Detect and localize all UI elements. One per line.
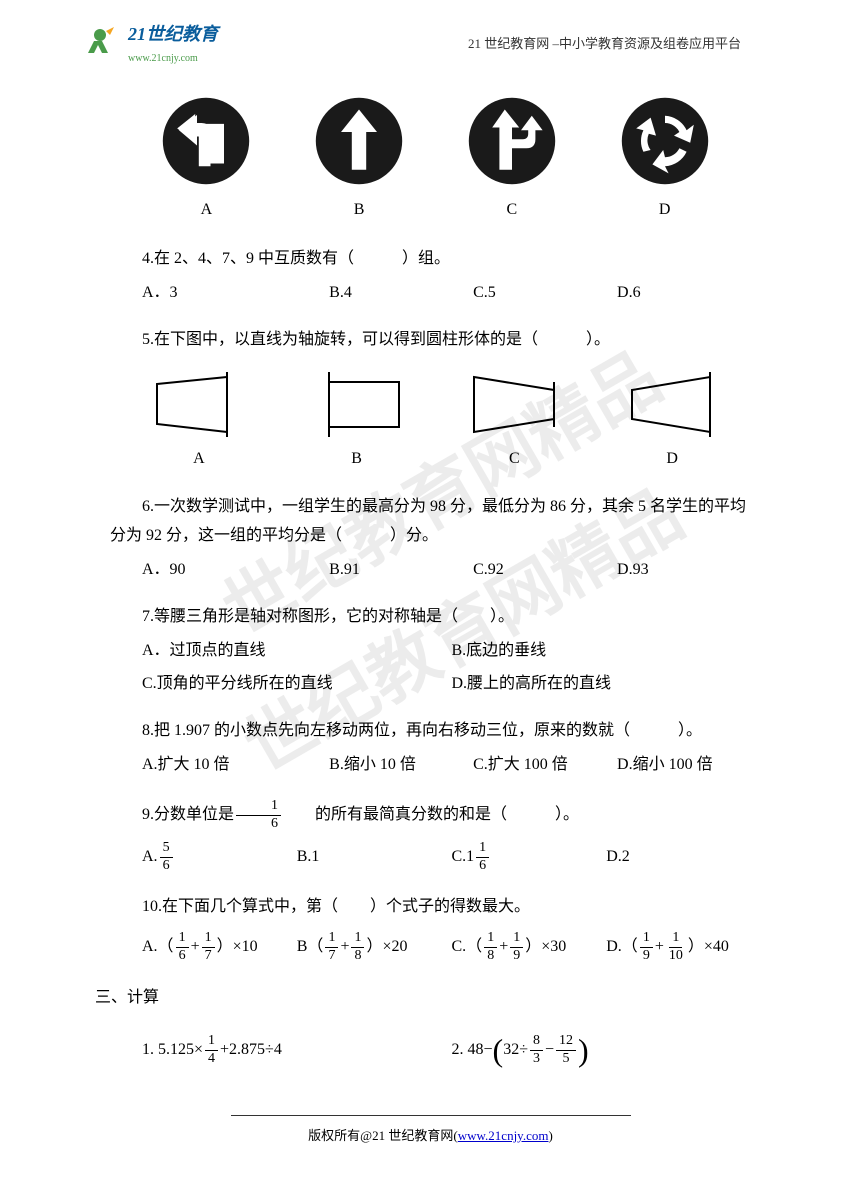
q6-text1: 6.一次数学测试中，一组学生的最高分为 98 分，最低分为 86 分，其余 5 … bbox=[110, 493, 761, 522]
q6-opt-c: C.92 bbox=[473, 556, 617, 585]
sign-label-c: C bbox=[467, 196, 557, 225]
q7-opt-a: A．过顶点的直线 bbox=[142, 637, 452, 666]
sign-labels: A B C D bbox=[110, 196, 761, 225]
calc-2: 2. 48− ( 32÷ 8 3 − 12 5 ) bbox=[452, 1033, 762, 1068]
shape-b bbox=[302, 370, 412, 440]
q10-opt-1: B（17 +18）×20 bbox=[297, 930, 452, 965]
page-header: 21世纪教育 www.21cnjy.com 21 世纪教育网 –中小学教育资源及… bbox=[0, 0, 861, 76]
q5-label-d: D bbox=[617, 445, 727, 474]
sign-a bbox=[161, 96, 251, 186]
sign-label-a: A bbox=[161, 196, 251, 225]
sign-c bbox=[467, 96, 557, 186]
sign-d bbox=[620, 96, 710, 186]
q6-opt-a: A．90 bbox=[142, 556, 329, 585]
q7-opt-d: D.腰上的高所在的直线 bbox=[452, 670, 762, 699]
logo-text-bottom: www.21cnjy.com bbox=[128, 50, 218, 68]
q7-opt-c: C.顶角的平分线所在的直线 bbox=[142, 670, 452, 699]
question-8: 8.把 1.907 的小数点先向左移动两位，再向右移动三位，原来的数就（ ）。 … bbox=[110, 717, 761, 780]
q10-opt-3: D.（19 + 110）×40 bbox=[606, 930, 761, 965]
q7-text: 7.等腰三角形是轴对称图形，它的对称轴是（ ）。 bbox=[110, 603, 761, 632]
q9-opt-c: C.1 1 6 bbox=[452, 840, 607, 875]
q8-opt-b: B.缩小 10 倍 bbox=[329, 751, 473, 780]
q6-text2: 分为 92 分，这一组的平均分是（ ）分。 bbox=[110, 522, 761, 551]
q9-opt-a: A. 5 6 bbox=[142, 840, 297, 875]
footer-post: ) bbox=[548, 1128, 552, 1143]
sign-b bbox=[314, 96, 404, 186]
question-4: 4.在 2、4、7、9 中互质数有（ ）组。 A．3 B.4 C.5 D.6 bbox=[110, 245, 761, 308]
q8-opt-c: C.扩大 100 倍 bbox=[473, 751, 617, 780]
question-7: 7.等腰三角形是轴对称图形，它的对称轴是（ ）。 A．过顶点的直线 B.底边的垂… bbox=[110, 603, 761, 699]
q8-opt-a: A.扩大 10 倍 bbox=[142, 751, 329, 780]
q5-label-b: B bbox=[302, 445, 412, 474]
q4-opt-b: B.4 bbox=[329, 279, 473, 308]
q4-opt-a: A．3 bbox=[142, 279, 329, 308]
q8-text: 8.把 1.907 的小数点先向左移动两位，再向右移动三位，原来的数就（ ）。 bbox=[110, 717, 761, 746]
q4-text: 4.在 2、4、7、9 中互质数有（ ）组。 bbox=[110, 245, 761, 274]
calc-1: 1. 5.125× 1 4 +2.875÷4 bbox=[142, 1033, 452, 1068]
logo: 21世纪教育 www.21cnjy.com bbox=[80, 18, 218, 68]
shape-c bbox=[459, 370, 569, 440]
logo-text-top: 21世纪教育 bbox=[128, 18, 218, 50]
q9-pre: 9.分数单位是 bbox=[110, 801, 234, 830]
q5-label-a: A bbox=[144, 445, 254, 474]
q8-opt-d: D.缩小 100 倍 bbox=[617, 751, 761, 780]
footer-pre: 版权所有@21 世纪教育网( bbox=[308, 1128, 458, 1143]
footer: 版权所有@21 世纪教育网(www.21cnjy.com) bbox=[0, 1115, 861, 1147]
q6-opt-d: D.93 bbox=[617, 556, 761, 585]
header-right-text: 21 世纪教育网 –中小学教育资源及组卷应用平台 bbox=[468, 32, 801, 55]
logo-icon bbox=[80, 23, 120, 63]
traffic-signs-row bbox=[110, 96, 761, 186]
q7-opt-b: B.底边的垂线 bbox=[452, 637, 762, 666]
calc-row: 1. 5.125× 1 4 +2.875÷4 2. 48− ( 32÷ 8 3 … bbox=[110, 1033, 761, 1068]
q5-label-c: C bbox=[459, 445, 569, 474]
q9-frac: 1 6 bbox=[236, 798, 281, 833]
q10-opt-0: A.（16 + 17）×10 bbox=[142, 930, 297, 965]
footer-link[interactable]: www.21cnjy.com bbox=[458, 1128, 549, 1143]
q4-opt-d: D.6 bbox=[617, 279, 761, 308]
content: A B C D 4.在 2、4、7、9 中互质数有（ ）组。 A．3 B.4 C… bbox=[0, 76, 861, 1067]
sign-label-b: B bbox=[314, 196, 404, 225]
q9-opt-b: B.1 bbox=[297, 840, 452, 875]
question-10: 10.在下面几个算式中，第（ ）个式子的得数最大。 A.（16 + 17）×10… bbox=[110, 893, 761, 964]
q9-opt-d: D.2 bbox=[606, 840, 761, 875]
shape-a bbox=[144, 370, 254, 440]
shape-d bbox=[617, 370, 727, 440]
sign-label-d: D bbox=[620, 196, 710, 225]
q10-text: 10.在下面几个算式中，第（ ）个式子的得数最大。 bbox=[110, 893, 761, 922]
question-6: 6.一次数学测试中，一组学生的最高分为 98 分，最低分为 86 分，其余 5 … bbox=[110, 493, 761, 584]
question-9: 9.分数单位是 1 6 的所有最简真分数的和是（ ）。 A. 5 6 B.1 C… bbox=[110, 798, 761, 875]
q4-opt-c: C.5 bbox=[473, 279, 617, 308]
q10-opt-2: C.（18 +19）×30 bbox=[452, 930, 607, 965]
q9-post: 的所有最简真分数的和是（ ）。 bbox=[283, 801, 579, 830]
q6-opt-b: B.91 bbox=[329, 556, 473, 585]
q5-text: 5.在下图中，以直线为轴旋转，可以得到圆柱形体的是（ ）。 bbox=[110, 326, 761, 355]
section-3-title: 三、计算 bbox=[95, 984, 761, 1013]
question-5: 5.在下图中，以直线为轴旋转，可以得到圆柱形体的是（ ）。 bbox=[110, 326, 761, 474]
